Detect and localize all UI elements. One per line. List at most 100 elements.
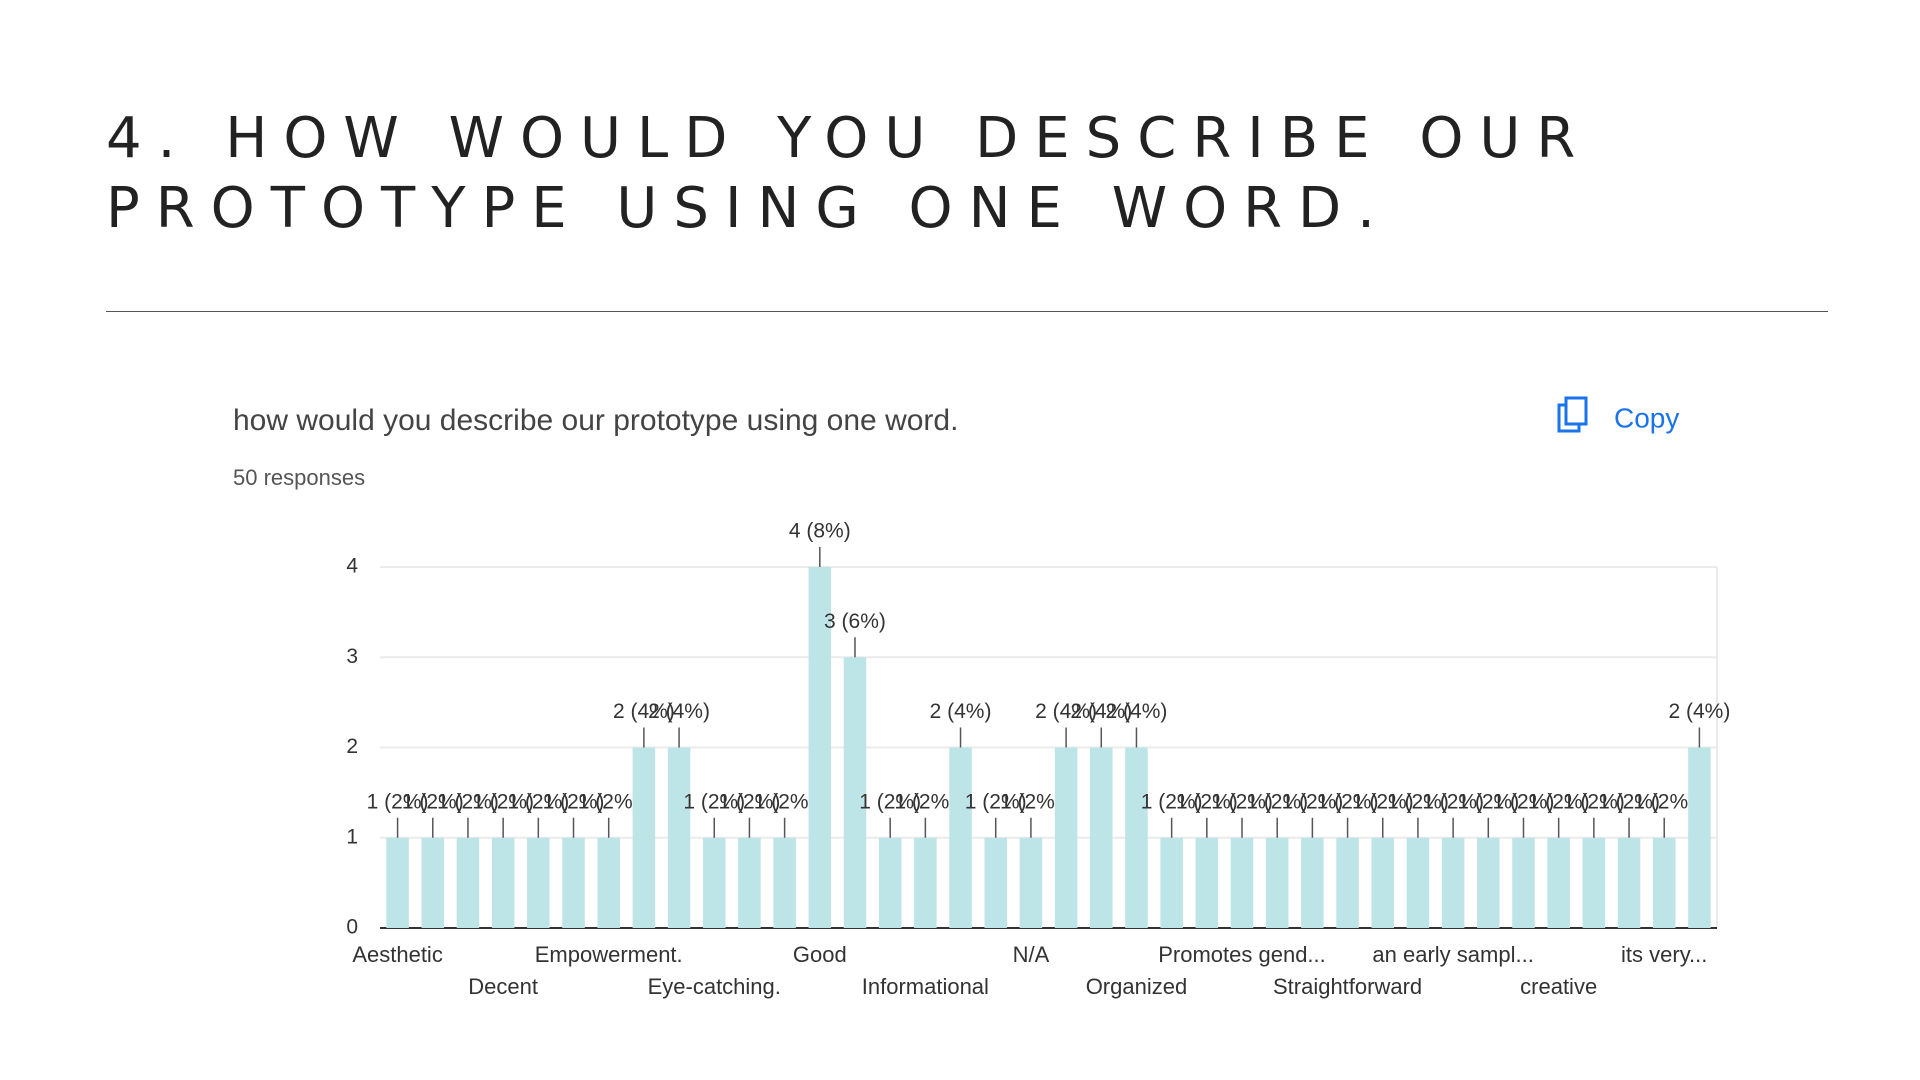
data-label: 1 (2%) <box>1352 790 1414 813</box>
data-label: 1 (2%) <box>1598 790 1660 813</box>
data-label: 1 (2%) <box>1176 790 1238 813</box>
data-label: 1 (2%) <box>472 790 534 813</box>
data-label: 1 (2%) <box>402 790 464 813</box>
x-tick-label: Eye-catching. <box>648 974 781 999</box>
data-label: 1 (2%) <box>1141 790 1203 813</box>
bar <box>1512 837 1535 928</box>
bar <box>1054 747 1078 928</box>
bar <box>843 657 867 928</box>
y-tick-label: 0 <box>346 916 358 939</box>
bar <box>1125 747 1148 928</box>
x-tick-label: Aesthetic <box>352 942 443 967</box>
bar <box>1090 747 1113 928</box>
data-label: 2 (4%) <box>1106 700 1168 723</box>
bar <box>1477 837 1500 928</box>
data-label: 2 (4%) <box>613 700 675 723</box>
x-tick-label: N/A <box>1013 942 1050 967</box>
data-label: 2 (4%) <box>1668 700 1730 723</box>
copy-label[interactable]: Copy <box>1614 402 1679 433</box>
bar <box>914 837 937 928</box>
bar <box>1441 837 1465 928</box>
responses: 50 responses <box>233 465 365 490</box>
question: how would you describe our prototype usi… <box>233 404 958 437</box>
data-label: 1 (2%) <box>1528 790 1590 813</box>
bar <box>562 837 585 928</box>
data-label: 1 (2%) <box>543 790 605 813</box>
x-tick-label: Promotes gend... <box>1158 942 1326 967</box>
data-label: 2 (4%) <box>930 700 992 723</box>
x-tick-label: Informational <box>862 974 989 999</box>
data-label: 1 (2%) <box>1246 790 1308 813</box>
data-label: 1 (2%) <box>1000 790 1062 813</box>
bar <box>597 837 620 928</box>
x-tick-label: an early sampl... <box>1372 942 1533 967</box>
x-tick-label: Organized <box>1086 974 1188 999</box>
bar <box>1582 837 1606 928</box>
data-label: 1 (2%) <box>1493 790 1555 813</box>
bar <box>456 837 480 928</box>
bar <box>702 837 726 928</box>
data-label: 1 (2%) <box>1633 790 1695 813</box>
x-tick-label: creative <box>1520 974 1597 999</box>
bar <box>421 837 445 928</box>
y-tick-label: 3 <box>346 645 358 668</box>
bar <box>527 837 550 928</box>
data-label: 1 (2%) <box>367 790 429 813</box>
data-label: 1 (2%) <box>1211 790 1273 813</box>
data-label: 1 (2%) <box>1281 790 1343 813</box>
bar <box>1336 837 1359 928</box>
bar <box>1230 837 1254 928</box>
bar <box>1265 837 1289 928</box>
bar <box>738 837 761 928</box>
data-label: 1 (2%) <box>894 790 956 813</box>
y-tick-label: 2 <box>346 735 358 758</box>
data-label: 3 (6%) <box>824 610 886 633</box>
bar <box>984 837 1007 928</box>
data-label: 1 (2%) <box>1387 790 1449 813</box>
data-label: 1 (2%) <box>683 790 745 813</box>
data-label: 1 (2%) <box>719 790 781 813</box>
y-tick-label: 4 <box>346 555 358 578</box>
bar <box>1019 837 1043 928</box>
x-tick-label: Straightforward <box>1273 974 1422 999</box>
bar <box>878 837 902 928</box>
data-label: 4 (8%) <box>789 520 851 543</box>
bar <box>1617 837 1641 928</box>
bar <box>773 837 796 928</box>
divider <box>106 311 1828 312</box>
data-label: 2 (4%) <box>1035 700 1097 723</box>
y-tick-label: 1 <box>346 825 358 848</box>
x-tick-label: Good <box>793 942 847 967</box>
bar <box>1195 837 1219 928</box>
data-label: 2 (4%) <box>1070 700 1132 723</box>
data-label: 1 (2%) <box>754 790 816 813</box>
bar <box>949 747 972 928</box>
x-tick-label: Empowerment. <box>535 942 683 967</box>
bar <box>667 747 691 928</box>
bar <box>1547 837 1570 928</box>
bar <box>1160 837 1183 928</box>
copy-button[interactable]: Copy <box>1557 396 1679 433</box>
bar <box>1406 837 1430 928</box>
bar <box>1371 837 1395 928</box>
bar <box>1688 747 1711 928</box>
data-label: 1 (2%) <box>859 790 921 813</box>
x-tick-label: its very... <box>1621 942 1707 967</box>
data-label: 1 (2%) <box>1317 790 1379 813</box>
copy-icon-front <box>1564 396 1588 426</box>
bar <box>491 837 515 928</box>
data-label: 1 (2%) <box>437 790 499 813</box>
data-label: 1 (2%) <box>1457 790 1519 813</box>
x-tick-label: Decent <box>468 974 538 999</box>
bar <box>1652 837 1676 928</box>
bar <box>808 567 832 928</box>
data-label: 1 (2%) <box>1422 790 1484 813</box>
data-label: 1 (2%) <box>1563 790 1625 813</box>
data-label: 2 (4%) <box>648 700 710 723</box>
data-label: 1 (2%) <box>507 790 569 813</box>
bar <box>632 747 656 928</box>
slide-title: 4. HOW WOULD YOU DESCRIBE OUR PROTOTYPE … <box>106 106 1592 241</box>
data-label: 1 (2%) <box>578 790 640 813</box>
